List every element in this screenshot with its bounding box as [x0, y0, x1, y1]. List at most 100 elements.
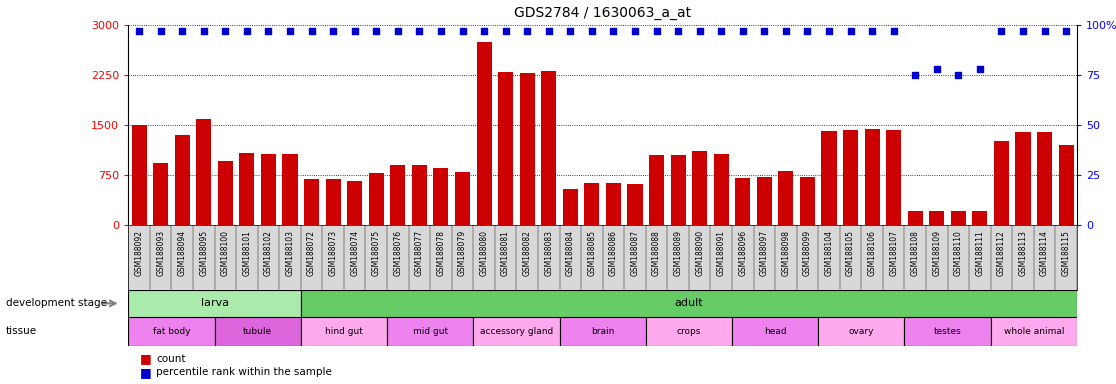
Text: GSM188091: GSM188091 [716, 230, 725, 276]
Text: ovary: ovary [848, 327, 874, 336]
Point [927, 66, 945, 72]
Point [388, 28, 406, 34]
Text: GSM188085: GSM188085 [587, 230, 596, 276]
Text: GSM188089: GSM188089 [674, 230, 683, 276]
Text: ■: ■ [140, 366, 152, 379]
Bar [1059, 146, 1074, 225]
Point [1014, 28, 1032, 34]
Text: GSM188092: GSM188092 [135, 230, 144, 276]
Bar [907, 211, 923, 225]
Point [518, 28, 536, 34]
Point [583, 28, 600, 34]
Point [670, 28, 687, 34]
Text: GSM188094: GSM188094 [177, 230, 186, 276]
Text: GSM188114: GSM188114 [1040, 230, 1049, 276]
Bar [128, 317, 214, 346]
Bar [994, 141, 1009, 225]
Bar [646, 317, 732, 346]
Text: GSM188095: GSM188095 [200, 230, 209, 276]
Point [302, 28, 320, 34]
Point [281, 28, 299, 34]
Point [863, 28, 881, 34]
Point [756, 28, 773, 34]
Bar [132, 126, 146, 225]
Bar [498, 71, 513, 225]
Text: fat body: fat body [153, 327, 190, 336]
Text: GSM188108: GSM188108 [911, 230, 920, 276]
Text: ■: ■ [140, 353, 152, 366]
Text: GSM188093: GSM188093 [156, 230, 165, 276]
Point [820, 28, 838, 34]
Bar [1037, 132, 1052, 225]
Bar [304, 179, 319, 225]
Bar [930, 211, 944, 225]
Text: GSM188103: GSM188103 [286, 230, 295, 276]
Text: mid gut: mid gut [413, 327, 448, 336]
Bar [368, 173, 384, 225]
Point [497, 28, 514, 34]
Bar [520, 73, 535, 225]
Point [799, 28, 817, 34]
Bar [196, 119, 211, 225]
Bar [326, 179, 340, 225]
Bar [477, 41, 492, 225]
Text: GSM188086: GSM188086 [609, 230, 618, 276]
Bar [692, 151, 708, 225]
Text: GDS2784 / 1630063_a_at: GDS2784 / 1630063_a_at [514, 6, 691, 20]
Bar [412, 165, 427, 225]
Text: GSM188104: GSM188104 [825, 230, 834, 276]
Text: GSM188079: GSM188079 [458, 230, 466, 276]
Point [173, 28, 191, 34]
Text: percentile rank within the sample: percentile rank within the sample [156, 367, 333, 377]
Bar [757, 177, 772, 225]
Bar [778, 171, 793, 225]
Point [475, 28, 493, 34]
Point [971, 66, 989, 72]
Bar [991, 317, 1077, 346]
Text: GSM188077: GSM188077 [415, 230, 424, 276]
Bar [153, 164, 169, 225]
Text: tubule: tubule [243, 327, 272, 336]
Text: GSM188096: GSM188096 [739, 230, 748, 276]
Point [626, 28, 644, 34]
Bar [433, 168, 449, 225]
Bar [239, 153, 254, 225]
Text: GSM188109: GSM188109 [932, 230, 941, 276]
Text: GSM188081: GSM188081 [501, 230, 510, 276]
Bar [732, 317, 818, 346]
Text: larva: larva [201, 298, 229, 308]
Text: tissue: tissue [6, 326, 37, 336]
Point [195, 28, 213, 34]
Point [325, 28, 343, 34]
Bar [735, 178, 750, 225]
Point [1057, 28, 1075, 34]
Bar [818, 317, 904, 346]
Bar [886, 130, 902, 225]
Point [346, 28, 364, 34]
Text: GSM188088: GSM188088 [652, 230, 661, 276]
Bar [473, 317, 559, 346]
Bar [301, 317, 387, 346]
Bar [800, 177, 815, 225]
Bar [541, 71, 556, 225]
Text: GSM188113: GSM188113 [1019, 230, 1028, 276]
Bar [671, 155, 685, 225]
Text: GSM188098: GSM188098 [781, 230, 790, 276]
Text: brain: brain [591, 327, 614, 336]
Point [561, 28, 579, 34]
Text: GSM188111: GSM188111 [975, 230, 984, 276]
Text: count: count [156, 354, 185, 364]
Text: GSM188078: GSM188078 [436, 230, 445, 276]
Text: GSM188107: GSM188107 [889, 230, 898, 276]
Text: GSM188076: GSM188076 [393, 230, 403, 276]
Point [453, 28, 471, 34]
Text: head: head [763, 327, 787, 336]
Point [950, 72, 968, 78]
Point [540, 28, 558, 34]
Bar [282, 154, 298, 225]
Point [432, 28, 450, 34]
Bar [821, 131, 837, 225]
Text: development stage: development stage [6, 298, 107, 308]
Point [691, 28, 709, 34]
Bar [904, 317, 991, 346]
